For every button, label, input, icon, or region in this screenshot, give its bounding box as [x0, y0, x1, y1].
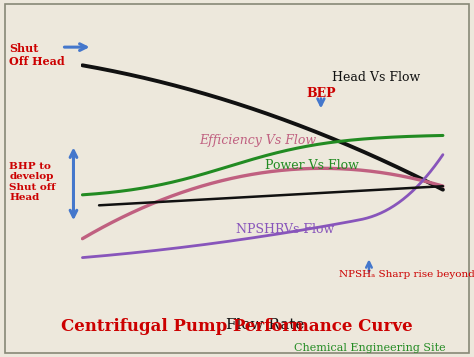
- Text: BHP to
develop
Shut off
Head: BHP to develop Shut off Head: [9, 162, 56, 202]
- Text: Efficiency Vs Flow: Efficiency Vs Flow: [199, 134, 316, 147]
- Text: Shut
Off Head: Shut Off Head: [9, 44, 65, 67]
- Text: Chemical Engineering Site: Chemical Engineering Site: [294, 343, 446, 353]
- Text: Power Vs Flow: Power Vs Flow: [265, 159, 359, 172]
- Text: NPSHRVs Flow: NPSHRVs Flow: [236, 223, 334, 236]
- Text: NPSHₐ Sharp rise beyond BEP: NPSHₐ Sharp rise beyond BEP: [339, 270, 474, 279]
- Text: BEP: BEP: [306, 87, 336, 100]
- Text: Flow Rate: Flow Rate: [226, 318, 305, 332]
- Text: Centrifugal Pump Performance Curve: Centrifugal Pump Performance Curve: [61, 318, 413, 335]
- Text: Head Vs Flow: Head Vs Flow: [332, 71, 420, 84]
